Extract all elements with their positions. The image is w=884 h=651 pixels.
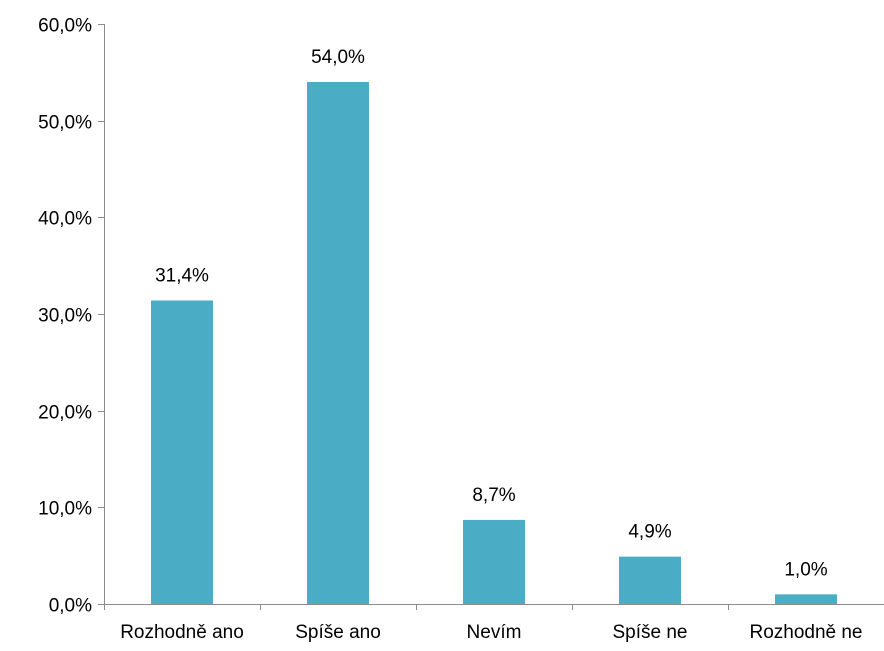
y-tick-label: 20,0% [38, 403, 92, 424]
x-tick-label: Spíše ano [295, 622, 381, 643]
x-tick-label: Spíše ne [613, 622, 688, 643]
data-label: 1,0% [784, 559, 827, 580]
bar [619, 556, 681, 604]
y-tick-label: 0,0% [49, 596, 92, 617]
data-label: 31,4% [155, 265, 209, 286]
y-tick-label: 60,0% [38, 16, 92, 37]
data-label: 54,0% [311, 47, 365, 68]
bar [775, 594, 837, 604]
y-tick-label: 10,0% [38, 499, 92, 520]
data-labels: 31,4% 54,0% 8,7% 4,9% 1,0% [155, 47, 828, 580]
y-tick-label: 40,0% [38, 209, 92, 230]
bar [463, 519, 525, 604]
x-tick-label: Rozhodně ano [120, 622, 244, 643]
bars [151, 82, 837, 604]
y-tick-label: 30,0% [38, 306, 92, 327]
data-label: 8,7% [472, 485, 515, 506]
bar [307, 82, 369, 604]
y-tick-label: 50,0% [38, 113, 92, 134]
y-axis: 0,0% 10,0% 20,0% 30,0% 40,0% 50,0% 60,0% [38, 16, 105, 617]
x-tick-label: Rozhodně ne [749, 622, 862, 643]
x-tick-label: Nevím [467, 622, 522, 643]
bar [151, 300, 213, 604]
data-label: 4,9% [628, 522, 671, 543]
x-axis: Rozhodně ano Spíše ano Nevím Spíše ne Rozhod… [104, 604, 884, 643]
